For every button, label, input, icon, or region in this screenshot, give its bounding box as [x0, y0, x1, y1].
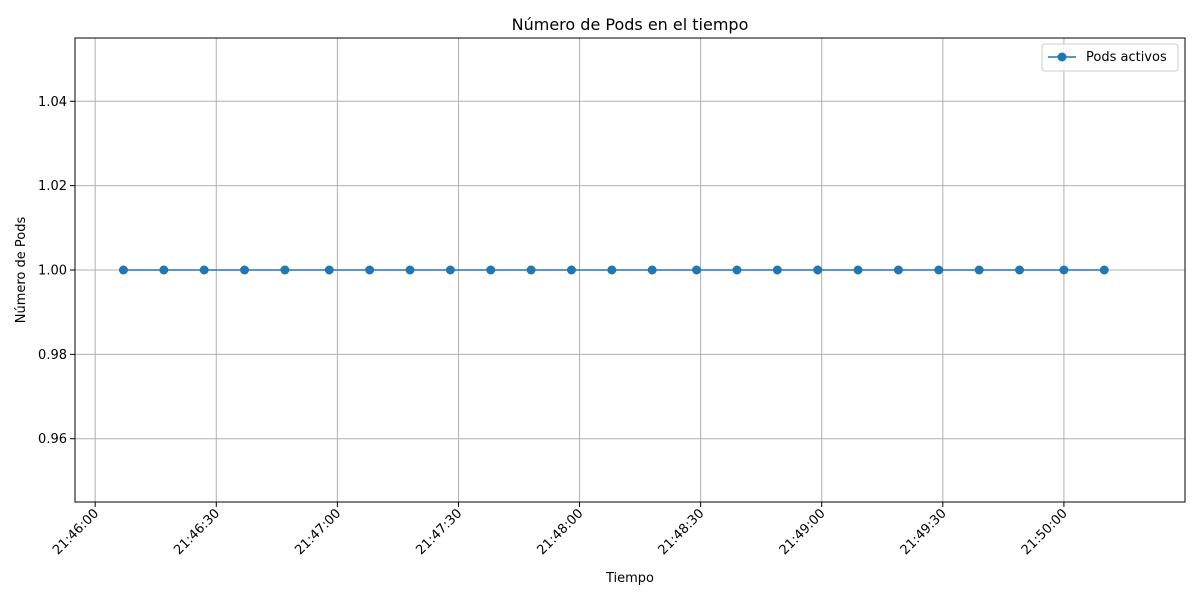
x-tick-label: 21:47:30 [413, 506, 465, 558]
x-tick-label: 21:48:30 [656, 506, 708, 558]
data-point [974, 265, 984, 275]
data-point [1059, 265, 1069, 275]
legend-label: Pods activos [1086, 50, 1167, 65]
data-point [607, 265, 617, 275]
x-tick-label: 21:46:00 [50, 506, 102, 558]
x-tick-label: 21:46:30 [171, 506, 223, 558]
series-layer [118, 265, 1109, 275]
legend: Pods activos [1041, 43, 1179, 72]
data-point [566, 265, 576, 275]
x-tick-label: 21:48:00 [534, 506, 586, 558]
data-point [240, 265, 250, 275]
y-tick-label: 1.02 [38, 179, 67, 194]
data-point [813, 265, 823, 275]
x-tick-label: 21:49:00 [777, 506, 829, 558]
data-point [853, 265, 863, 275]
data-point [118, 265, 128, 275]
data-point [1015, 265, 1025, 275]
data-point [1099, 265, 1109, 275]
data-point [445, 265, 455, 275]
data-point [772, 265, 782, 275]
data-point [526, 265, 536, 275]
y-tick-label: 0.96 [38, 432, 67, 447]
y-axis-ticks: 0.96 0.98 1.00 1.02 1.04 [38, 95, 75, 447]
x-tick-label: 21:47:00 [292, 506, 344, 558]
legend-marker-icon [1057, 52, 1067, 62]
chart-title: Número de Pods en el tiempo [512, 15, 749, 34]
data-point [934, 265, 944, 275]
x-axis-ticks: 21:46:00 21:46:30 21:47:00 21:47:30 21:48:00… [50, 502, 1071, 558]
data-point [199, 265, 209, 275]
data-point [280, 265, 290, 275]
data-point [486, 265, 496, 275]
data-point [647, 265, 657, 275]
legend-box [1041, 43, 1179, 72]
data-point [324, 265, 334, 275]
x-tick-label: 21:49:30 [898, 506, 950, 558]
y-tick-label: 0.98 [38, 348, 67, 363]
x-tick-label: 21:50:00 [1019, 506, 1071, 558]
y-tick-label: 1.00 [38, 264, 67, 279]
y-axis-label: Número de Pods [14, 217, 29, 324]
y-tick-label: 1.04 [38, 95, 67, 110]
data-point [893, 265, 903, 275]
data-point [692, 265, 702, 275]
data-point [159, 265, 169, 275]
data-point [405, 265, 415, 275]
data-point [732, 265, 742, 275]
data-point [365, 265, 375, 275]
x-axis-label: Tiempo [605, 571, 654, 586]
